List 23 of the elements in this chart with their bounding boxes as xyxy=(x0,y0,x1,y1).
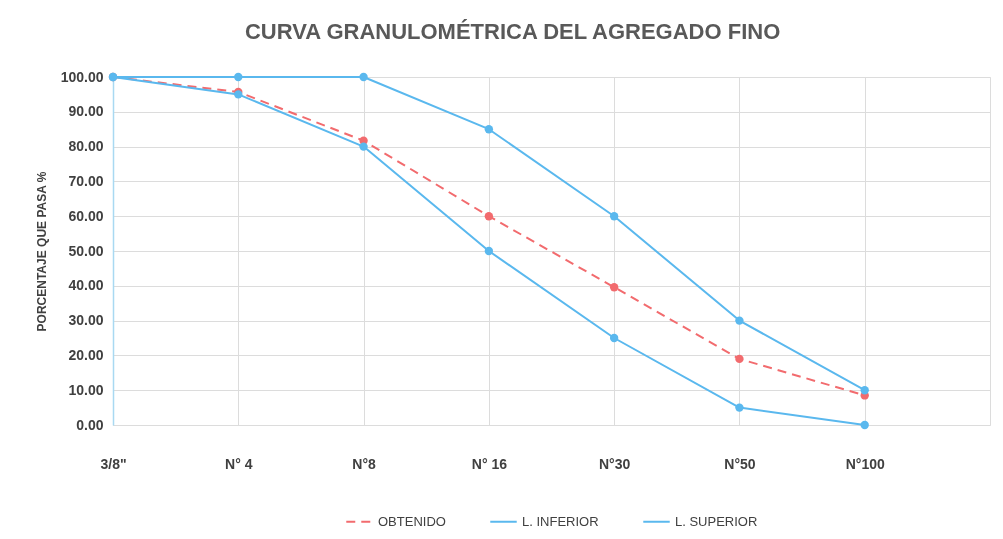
legend-label: L. INFERIOR xyxy=(522,513,599,529)
x-tick-label: N°50 xyxy=(724,455,756,472)
x-tick-label: N°100 xyxy=(845,455,885,472)
y-tick-label: 50.00 xyxy=(68,242,104,259)
y-tick-label: 90.00 xyxy=(68,103,104,120)
legend-label: L. SUPERIOR xyxy=(675,513,758,529)
x-tick-label: N°30 xyxy=(599,455,631,472)
y-tick-label: 10.00 xyxy=(68,381,104,398)
y-tick-label: 40.00 xyxy=(68,277,104,294)
y-tick-label: 60.00 xyxy=(68,207,104,224)
y-axis-title: PORCENTAJE QUE PASA % xyxy=(34,171,49,332)
y-tick-label: 20.00 xyxy=(68,346,104,363)
x-tick-label: N° 4 xyxy=(225,455,253,472)
y-tick-label: 100.00 xyxy=(60,68,104,85)
legend-label: OBTENIDO xyxy=(378,513,446,529)
y-tick-label: 70.00 xyxy=(68,172,104,189)
x-tick-label: N°8 xyxy=(352,455,377,472)
x-tick-label: N° 16 xyxy=(471,455,508,472)
y-tick-label: 80.00 xyxy=(68,138,104,155)
chart-title: CURVA GRANULOMÉTRICA DEL AGREGADO FINO xyxy=(244,19,781,44)
y-tick-label: 0.00 xyxy=(76,416,104,433)
x-tick-label: 3/8" xyxy=(100,455,127,472)
y-tick-label: 30.00 xyxy=(68,312,104,329)
